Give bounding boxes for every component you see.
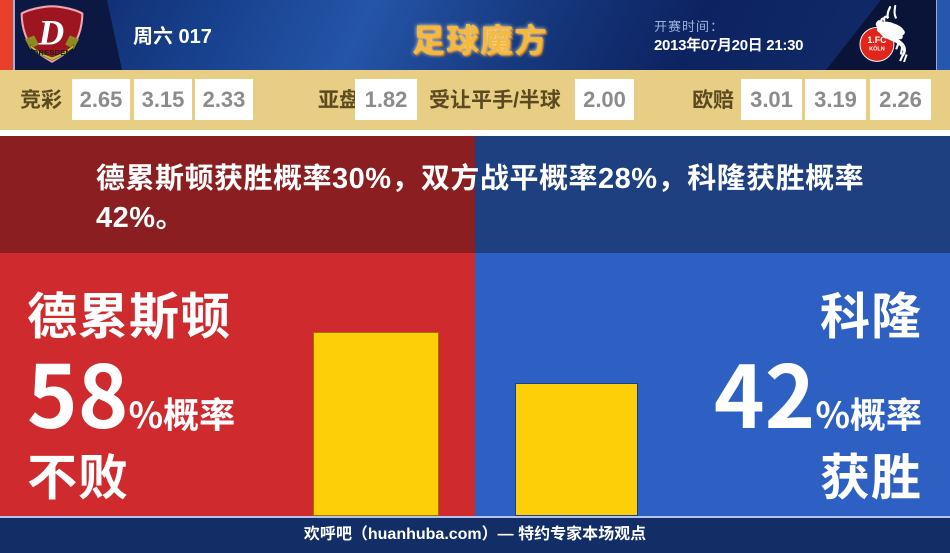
svg-text:DRESDEN: DRESDEN [33, 48, 71, 57]
svg-text:D: D [37, 13, 64, 53]
svg-text:KÖLN: KÖLN [869, 45, 885, 52]
